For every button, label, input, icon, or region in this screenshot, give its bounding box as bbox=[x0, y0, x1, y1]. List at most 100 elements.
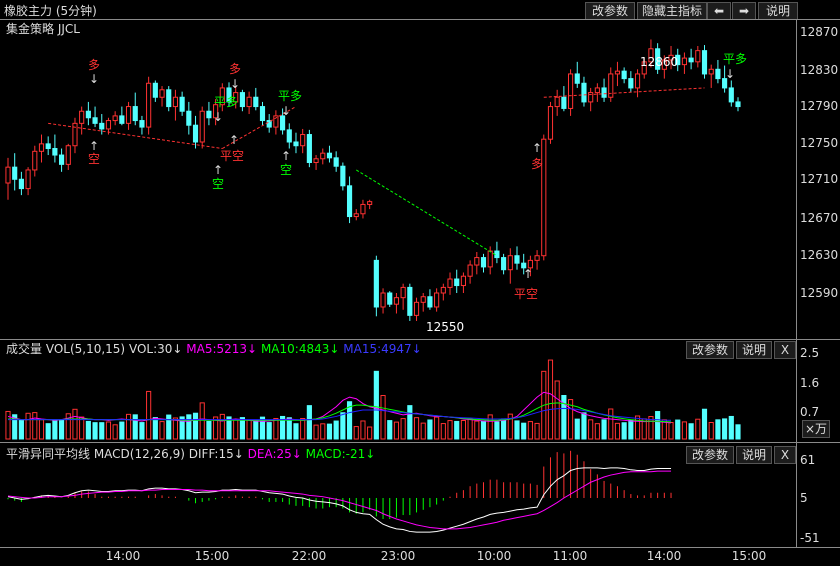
candle-down bbox=[334, 158, 338, 166]
volume-bar-down bbox=[481, 421, 485, 439]
candle-down bbox=[729, 88, 733, 102]
volume-bar-down bbox=[120, 422, 124, 439]
arrow-up-icon: ↑ bbox=[213, 164, 223, 176]
candle-up bbox=[301, 135, 305, 146]
volume-bar-up bbox=[609, 409, 613, 439]
candle-down bbox=[502, 258, 506, 270]
volume-bar-up bbox=[448, 421, 452, 439]
volume-bar-up bbox=[234, 420, 238, 439]
arrow-up-icon: ↑ bbox=[281, 150, 291, 162]
volume-bar-down bbox=[408, 406, 412, 439]
candle-up bbox=[147, 83, 151, 127]
candle-down bbox=[260, 107, 264, 121]
candle-down bbox=[374, 260, 378, 307]
candle-down bbox=[53, 149, 57, 156]
candle-up bbox=[535, 256, 539, 261]
high-price-label: 12860 bbox=[640, 55, 678, 69]
volume-bar-down bbox=[729, 416, 733, 439]
volume-bar-up bbox=[126, 414, 130, 439]
volume-bar-down bbox=[153, 418, 157, 439]
signal-close-long: 平多 bbox=[278, 90, 302, 103]
candle-down bbox=[736, 102, 740, 107]
candle-up bbox=[414, 302, 418, 315]
volume-bar-down bbox=[622, 423, 626, 439]
volume-bar-down bbox=[702, 409, 706, 439]
volume-bar-down bbox=[716, 420, 720, 439]
volume-bar-up bbox=[535, 423, 539, 439]
volume-bar-up bbox=[173, 418, 177, 439]
candle-down bbox=[307, 135, 311, 163]
volume-bar-down bbox=[307, 406, 311, 439]
volume-bar-up bbox=[147, 391, 151, 439]
arrow-down-icon: ↓ bbox=[230, 78, 240, 90]
candle-up bbox=[26, 170, 30, 189]
volume-bar-up bbox=[615, 423, 619, 439]
volume-bar-up bbox=[354, 427, 358, 439]
candle-down bbox=[716, 69, 720, 78]
volume-bar-down bbox=[187, 415, 191, 439]
candle-up bbox=[361, 204, 365, 213]
volume-bar-up bbox=[361, 421, 365, 439]
candle-down bbox=[193, 125, 197, 142]
signal-short: 空 bbox=[280, 164, 292, 177]
candle-down bbox=[575, 74, 579, 83]
volume-bar-down bbox=[388, 421, 392, 439]
arrow-up-icon: ↑ bbox=[523, 268, 533, 280]
volume-bar-up bbox=[321, 424, 325, 439]
candle-down bbox=[120, 116, 124, 123]
candle-up bbox=[113, 116, 117, 121]
volume-bar-down bbox=[495, 422, 499, 439]
signal-close-short: 平空 bbox=[514, 288, 538, 301]
candle-down bbox=[86, 111, 90, 118]
signal-close-long: 平多 bbox=[723, 53, 747, 66]
candle-down bbox=[702, 51, 706, 74]
candle-down bbox=[428, 297, 432, 307]
volume-bar-down bbox=[575, 419, 579, 439]
candle-down bbox=[388, 293, 392, 304]
volume-bar-down bbox=[629, 420, 633, 439]
volume-bar-down bbox=[60, 420, 64, 439]
volume-bar-up bbox=[595, 424, 599, 439]
volume-bar-down bbox=[167, 415, 171, 439]
candle-up bbox=[80, 111, 84, 123]
volume-bar-down bbox=[86, 421, 90, 439]
candle-down bbox=[13, 167, 17, 179]
volume-bar-down bbox=[689, 424, 693, 439]
volume-bar-up bbox=[113, 425, 117, 439]
volume-bar-up bbox=[381, 396, 385, 440]
volume-bar-up bbox=[6, 411, 10, 439]
candle-up bbox=[66, 146, 70, 165]
candle-down bbox=[294, 142, 298, 146]
volume-bar-down bbox=[455, 421, 459, 439]
candle-down bbox=[180, 97, 184, 111]
candle-up bbox=[475, 258, 479, 265]
candle-up bbox=[709, 69, 713, 74]
volume-bar-up bbox=[368, 427, 372, 439]
candle-up bbox=[589, 93, 593, 102]
candle-down bbox=[207, 111, 211, 118]
candle-up bbox=[595, 88, 599, 93]
volume-bar-down bbox=[522, 423, 526, 439]
volume-bar-up bbox=[635, 416, 639, 439]
volume-bar-down bbox=[723, 419, 727, 439]
volume-bar-up bbox=[669, 423, 673, 439]
volume-bar-down bbox=[334, 421, 338, 439]
candle-up bbox=[173, 97, 177, 106]
candle-down bbox=[167, 90, 171, 107]
volume-bar-up bbox=[709, 423, 713, 439]
volume-bar-up bbox=[301, 419, 305, 439]
volume-bar-up bbox=[555, 381, 559, 439]
volume-bar-up bbox=[682, 422, 686, 439]
volume-bar-up bbox=[26, 413, 30, 439]
candle-up bbox=[381, 293, 385, 307]
candle-down bbox=[19, 179, 23, 188]
signal-long: 多 bbox=[229, 63, 241, 76]
strategy-dashed-line bbox=[544, 88, 705, 97]
signal-short: 空 bbox=[212, 178, 224, 191]
candle-up bbox=[461, 276, 465, 285]
candle-down bbox=[515, 256, 519, 263]
volume-bar-down bbox=[374, 371, 378, 439]
volume-bar-up bbox=[247, 420, 251, 439]
candle-down bbox=[602, 88, 606, 97]
